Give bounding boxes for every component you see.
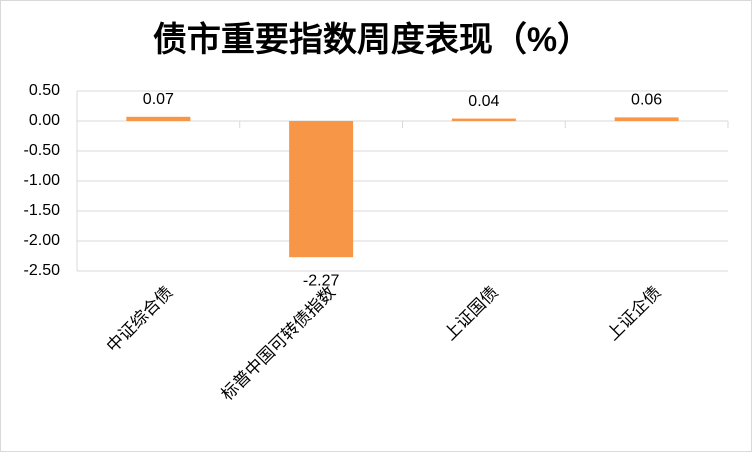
bar xyxy=(289,121,354,258)
y-tick-label: 0.00 xyxy=(29,112,60,129)
bar xyxy=(614,117,679,121)
chart-title: 债市重要指数周度表现（%） xyxy=(153,20,591,59)
y-tick-label: -1.00 xyxy=(24,172,61,189)
y-tick-label: 0.50 xyxy=(29,82,60,99)
y-tick-label: -0.50 xyxy=(24,142,61,159)
bar xyxy=(126,116,191,121)
y-tick-label: -1.50 xyxy=(24,202,61,219)
data-label: 0.06 xyxy=(631,92,662,109)
bar xyxy=(451,118,516,121)
data-label: 0.07 xyxy=(143,91,174,108)
data-label: -2.27 xyxy=(303,272,340,289)
data-label: 0.04 xyxy=(468,93,499,110)
y-tick-label: -2.50 xyxy=(24,262,61,279)
y-tick-label: -2.00 xyxy=(24,232,61,249)
